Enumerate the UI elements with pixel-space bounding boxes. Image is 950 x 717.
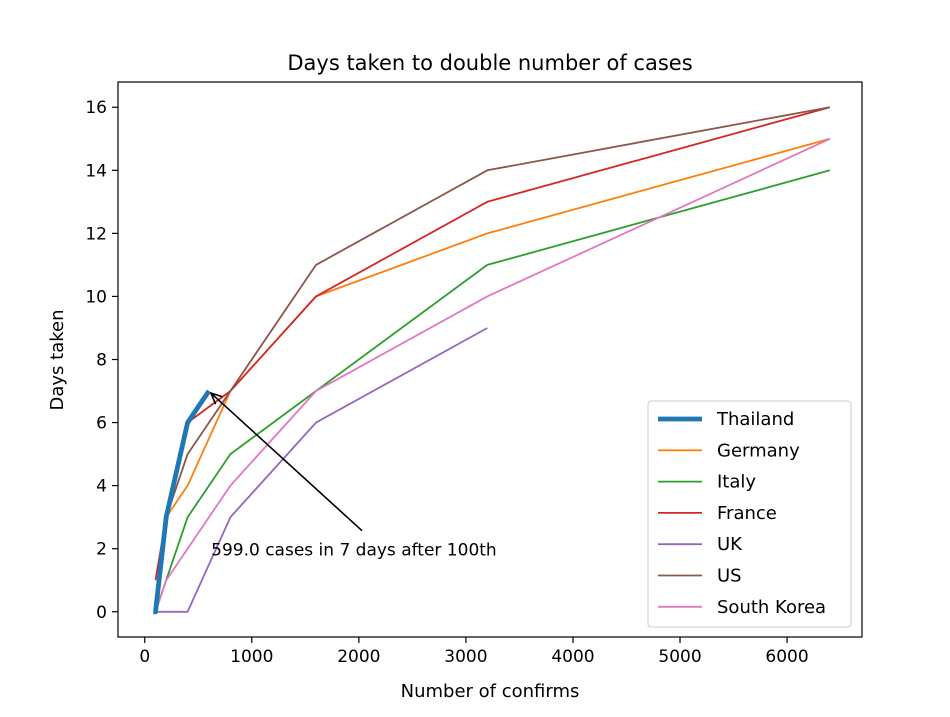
chart-title: Days taken to double number of cases xyxy=(287,51,692,75)
legend-box xyxy=(647,400,852,628)
legend-label: UK xyxy=(717,534,743,555)
annotation: 599.0 cases in 7 days after 100th xyxy=(211,393,497,561)
y-tick-label: 8 xyxy=(96,351,107,371)
series-line-uk xyxy=(155,327,488,613)
x-tick-label: 0 xyxy=(139,647,150,667)
y-axis-label: Days taken xyxy=(47,310,68,411)
series-lines xyxy=(153,106,831,615)
y-tick-label: 2 xyxy=(96,540,107,560)
y-tick-label: 16 xyxy=(85,98,107,118)
x-axis-label: Number of confirms xyxy=(401,681,580,702)
y-tick-label: 10 xyxy=(85,287,107,307)
legend-label: South Korea xyxy=(717,597,826,618)
x-tick-label: 3000 xyxy=(444,647,487,667)
legend-label: Thailand xyxy=(716,409,794,430)
legend-label: US xyxy=(717,566,742,587)
legend-label: France xyxy=(717,503,777,524)
x-tick-label: 1000 xyxy=(230,647,273,667)
y-tick-label: 12 xyxy=(85,224,107,244)
y-axis-ticks: 0 2 4 6 8 10 12 14 16 xyxy=(85,98,118,623)
annotation-arrow xyxy=(211,393,363,532)
x-axis-ticks: 0 1000 2000 3000 4000 5000 6000 xyxy=(139,637,809,667)
annotation-text: 599.0 cases in 7 days after 100th xyxy=(211,541,497,561)
y-tick-label: 4 xyxy=(96,477,107,497)
y-tick-label: 14 xyxy=(85,161,107,181)
x-tick-label: 2000 xyxy=(337,647,380,667)
y-tick-label: 6 xyxy=(96,414,107,434)
legend: Thailand Germany Italy France UK US South Kore… xyxy=(647,400,852,628)
series-line-thailand xyxy=(153,389,211,615)
legend-label: Italy xyxy=(717,472,756,493)
y-tick-label: 0 xyxy=(96,603,107,623)
series-line-south-korea xyxy=(154,137,831,613)
x-tick-label: 4000 xyxy=(551,647,594,667)
legend-label: Germany xyxy=(717,440,800,461)
x-tick-label: 5000 xyxy=(658,647,701,667)
x-tick-label: 6000 xyxy=(765,647,808,667)
